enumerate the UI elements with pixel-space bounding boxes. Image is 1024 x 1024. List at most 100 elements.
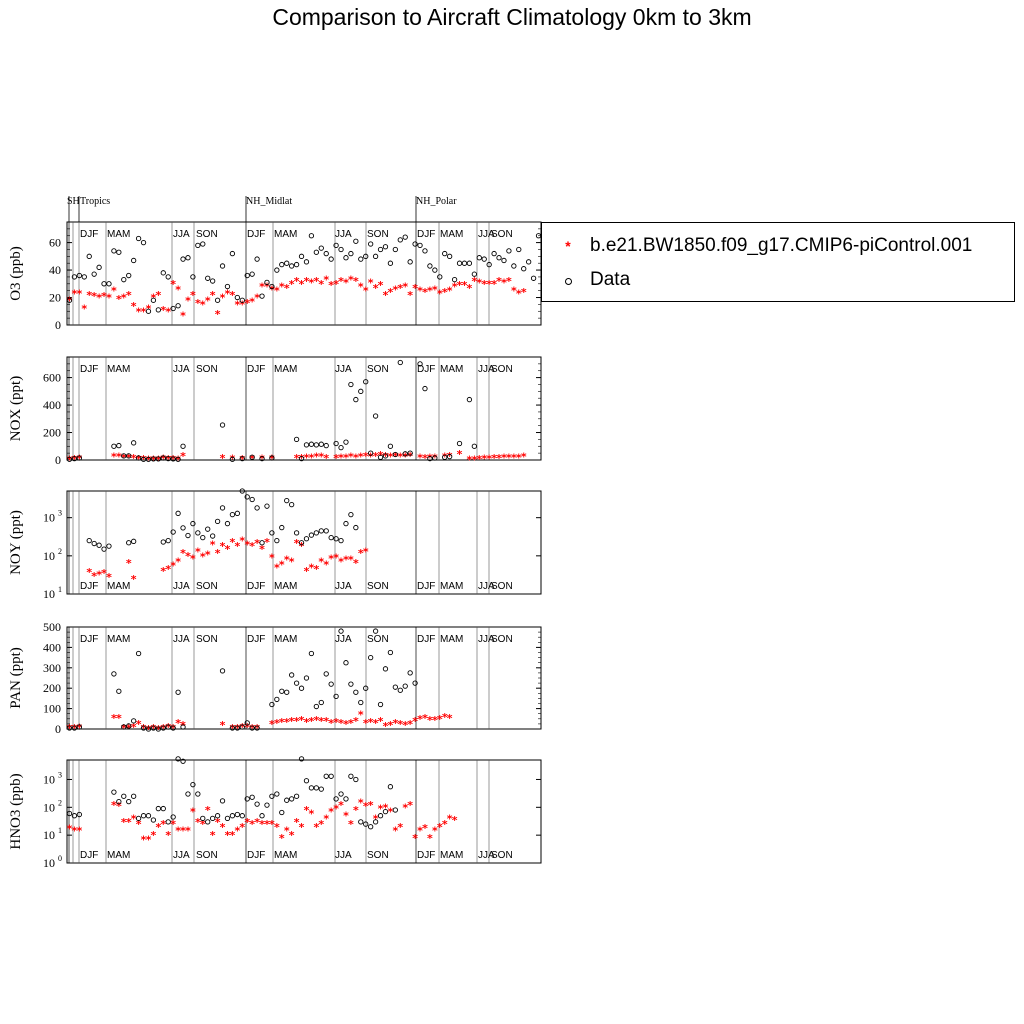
model-point: * <box>289 715 295 728</box>
data-point <box>318 441 324 447</box>
model-point: * <box>136 453 142 466</box>
model-point: * <box>264 536 270 549</box>
data-point <box>358 819 364 825</box>
model-point: * <box>422 452 428 465</box>
model-point: * <box>447 450 453 463</box>
model-point: * <box>165 563 171 576</box>
season-label: MAM <box>107 581 130 592</box>
data-point <box>131 793 137 799</box>
y-tick-label: 0 <box>55 453 61 467</box>
data-point <box>313 249 319 255</box>
data-point <box>303 778 310 784</box>
data-point <box>289 672 295 678</box>
data-point <box>387 443 394 449</box>
data-point <box>175 456 181 462</box>
data-point <box>358 699 364 706</box>
data-point <box>160 270 166 276</box>
data-point <box>254 725 260 731</box>
model-point: * <box>452 281 458 294</box>
legend-model-label: b.e21.BW1850.f09_g17.CMIP6-piControl.001 <box>590 235 973 256</box>
data-point <box>289 501 295 508</box>
model-point: * <box>294 537 300 550</box>
data-point <box>471 443 477 449</box>
data-point <box>328 534 334 541</box>
data-point <box>289 263 295 269</box>
y-tick-label: 10 <box>43 800 55 814</box>
model-point: * <box>343 810 349 823</box>
model-point: * <box>392 283 398 296</box>
data-point <box>244 272 250 279</box>
data-point <box>318 528 324 534</box>
model-point: * <box>141 722 147 735</box>
data-point <box>210 533 216 539</box>
data-point <box>289 796 295 802</box>
model-point: * <box>67 453 73 466</box>
model-point: * <box>239 821 245 834</box>
data-point <box>368 824 374 830</box>
model-point: * <box>348 818 354 831</box>
panel-frame <box>66 490 542 595</box>
model-point: * <box>353 275 359 288</box>
data-point <box>298 455 305 462</box>
legend-circle-marker <box>556 269 580 291</box>
data-point <box>71 725 78 731</box>
data-point <box>140 813 147 819</box>
model-point: * <box>175 283 181 296</box>
data-point <box>126 798 132 805</box>
data-point <box>170 305 176 312</box>
model-point: * <box>299 540 305 553</box>
data-point <box>180 758 186 764</box>
data-point <box>293 436 300 443</box>
model-point: * <box>432 283 438 296</box>
data-point <box>308 532 315 538</box>
data-point <box>91 540 97 547</box>
model-point: * <box>160 304 166 317</box>
model-point: * <box>373 717 379 730</box>
data-point <box>486 261 492 268</box>
data-point <box>279 261 285 268</box>
model-point: * <box>368 451 374 464</box>
data-point <box>175 689 181 695</box>
model-point: * <box>279 716 285 729</box>
data-point <box>200 534 206 541</box>
data-point <box>501 257 507 264</box>
model-point: * <box>126 816 132 829</box>
data-point <box>214 297 221 303</box>
model-point: * <box>151 829 157 842</box>
model-point: * <box>86 566 92 579</box>
season-label: DJF <box>80 364 98 375</box>
data-point <box>111 671 117 677</box>
data-point <box>269 793 275 799</box>
model-point: * <box>417 713 423 726</box>
model-point: * <box>383 801 389 814</box>
model-point: * <box>427 285 433 298</box>
data-point <box>471 271 477 277</box>
data-point <box>175 510 181 516</box>
data-point <box>185 255 191 261</box>
season-label: SON <box>196 229 218 240</box>
y-tick-label: 10 <box>43 511 55 525</box>
model-point: * <box>67 294 73 307</box>
model-point: * <box>363 285 369 298</box>
data-point <box>323 773 329 779</box>
model-point: * <box>230 289 236 302</box>
season-label: MAM <box>107 364 130 375</box>
model-point: * <box>131 452 137 465</box>
data-point <box>66 725 73 731</box>
data-point <box>269 530 275 536</box>
data-point <box>422 248 428 254</box>
model-point: * <box>412 715 418 728</box>
season-label: DJF <box>247 634 265 645</box>
legend-star-marker: * <box>565 238 571 254</box>
model-point: * <box>309 715 315 728</box>
model-point: * <box>225 287 231 300</box>
data-point <box>328 681 334 687</box>
model-point: * <box>402 451 408 464</box>
data-point <box>427 455 433 462</box>
model-point: * <box>239 298 245 311</box>
region-label: NH_Midlat <box>246 196 292 207</box>
season-label: MAM <box>107 850 130 861</box>
data-point <box>308 650 315 657</box>
data-point <box>368 241 374 247</box>
season-label: DJF <box>417 229 435 240</box>
